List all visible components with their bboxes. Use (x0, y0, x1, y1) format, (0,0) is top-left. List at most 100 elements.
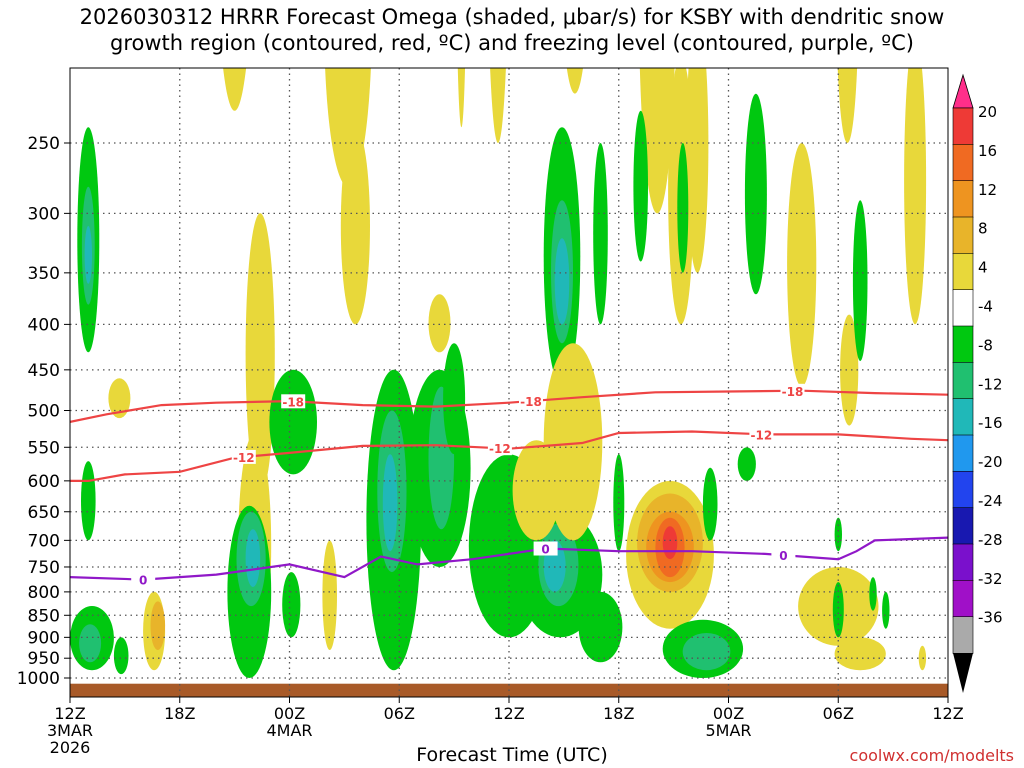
colorbar-label-1: 16 (978, 142, 997, 160)
omega-cell-56 (702, 467, 718, 541)
colorbar-swatch-7 (952, 325, 974, 364)
contour-label--18-1: -18 (520, 395, 542, 409)
omega-cell-12 (639, 68, 675, 214)
contour-label-0-0: 0 (139, 574, 147, 588)
colorbar-swatch-12 (952, 507, 974, 545)
omega-cell-38 (382, 454, 398, 552)
omega-cell-11 (566, 68, 583, 94)
omega-cell-70 (81, 461, 96, 541)
omega-cell-5 (245, 213, 275, 494)
colorbar-swatch-5 (952, 253, 974, 291)
omega-cell-52 (662, 526, 678, 560)
y-tick-label-750: 750 (28, 558, 60, 578)
omega-cell-57 (737, 447, 756, 481)
x-tick-label-30-0: 18Z (603, 704, 634, 723)
omega-cell-10 (490, 68, 506, 143)
contour-label-0-2: 0 (779, 549, 787, 563)
contour-label-bg (780, 383, 805, 398)
omega-cell-45 (578, 591, 623, 663)
omega-cell-9 (457, 68, 466, 128)
colorbar-label-13: -36 (978, 609, 1003, 627)
omega-cell-16 (837, 68, 858, 143)
colorbar: 20 16 12 8 4 -4 -8 -12 -16 -20 -24 -28 -32 -36 (952, 73, 1003, 693)
omega-cell-3 (223, 68, 247, 111)
colorbar-label-4: 4 (978, 259, 988, 277)
omega-cell-64 (834, 637, 886, 671)
colorbar-swatch-4 (952, 216, 974, 255)
omega-cell-67 (882, 591, 890, 629)
y-tick-label-300: 300 (28, 204, 60, 224)
grid-lines (70, 68, 948, 697)
omega-cell-65 (832, 582, 844, 638)
colorbar-label-7: -12 (978, 375, 1003, 393)
omega-cell-18 (787, 142, 817, 387)
omega-cell-69 (108, 378, 131, 419)
contour-label-bg (519, 394, 543, 408)
colorbar-swatch-3 (952, 180, 974, 218)
y-tick-label-1000: 1000 (17, 669, 60, 689)
y-tick-label-550: 550 (28, 438, 60, 458)
x-tick-label-0-2: 2026 (50, 738, 91, 757)
colorbar-swatch-10 (952, 434, 974, 473)
contour-label-bg (231, 449, 256, 464)
chart-title: 2026030312 HRRR Forecast Omega (shaded, … (79, 5, 945, 55)
x-axis-label: Forecast Time (UTC) (416, 744, 608, 766)
y-tick-label-800: 800 (28, 583, 60, 603)
y-tick-label-600: 600 (28, 472, 60, 492)
omega-cell-73 (428, 294, 451, 353)
omega-cell-54 (682, 633, 731, 671)
colorbar-swatch-9 (952, 398, 974, 436)
x-tick-label-36-0: 00Z (713, 704, 744, 723)
x-tick-label-12-1: 4MAR (266, 721, 312, 740)
x-tick-label-6-0: 18Z (164, 704, 195, 723)
colorbar-swatch-2 (952, 144, 974, 182)
y-axis: 2503003504004505005506006507007508008509… (17, 134, 70, 689)
y-tick-label-250: 250 (28, 134, 60, 154)
x-tick-label-48-0: 12Z (932, 704, 963, 723)
y-tick-label-950: 950 (28, 649, 60, 669)
omega-cell-33 (269, 369, 318, 475)
x-tick-label-0-0: 12Z (54, 704, 85, 723)
omega-cell-32 (245, 529, 261, 587)
colorbar-label-11: -28 (978, 531, 1003, 549)
omega-cell-62 (150, 601, 166, 650)
omega-cell-26 (744, 93, 767, 295)
omega-cell-71 (834, 517, 842, 552)
colorbar-swatch-11 (952, 470, 974, 509)
x-tick-label-12-0: 00Z (274, 704, 305, 723)
colorbar-bottom-arrow (953, 653, 973, 693)
colorbar-swatch-6 (952, 289, 974, 327)
omega-cell-22 (554, 238, 570, 325)
contour-label--12-0: -12 (233, 451, 255, 465)
omega-cell-72 (443, 343, 466, 455)
omega-cell-8 (340, 127, 370, 325)
colorbar-label-0: 20 (978, 103, 997, 121)
colorbar-label-8: -16 (978, 414, 1003, 432)
x-tick-label-18-0: 06Z (384, 704, 415, 723)
x-tick-label-36-1: 5MAR (705, 721, 751, 740)
contour-label--18-0: -18 (282, 395, 304, 409)
colorbar-swatch-14 (952, 579, 974, 618)
contour-label-bg (749, 427, 774, 442)
omega-cell-34 (282, 572, 301, 638)
omega-cell-17 (904, 68, 927, 325)
omega-cell-25 (677, 143, 689, 273)
contour-label-0-1: 0 (541, 543, 549, 557)
y-tick-label-650: 650 (28, 503, 60, 523)
colorbar-swatch-15 (952, 616, 974, 654)
contour-label-bg (131, 572, 156, 587)
x-tick-label-42-0: 06Z (823, 704, 854, 723)
contour-labels: -18 -18 -18 -12 -12 -12 0 0 0 (131, 383, 805, 588)
colorbar-swatch-8 (952, 361, 974, 400)
contour-label--18-2: -18 (782, 385, 804, 399)
omega-cell-2 (84, 226, 93, 284)
contour-label-bg (281, 394, 306, 409)
omega-cell-23 (593, 143, 608, 325)
colorbar-top-arrow (952, 73, 974, 109)
contour--12 (70, 430, 948, 482)
omega-cell-60 (113, 637, 129, 675)
contour-label--12-1: -12 (489, 442, 511, 456)
omega-cell-19 (840, 314, 859, 426)
